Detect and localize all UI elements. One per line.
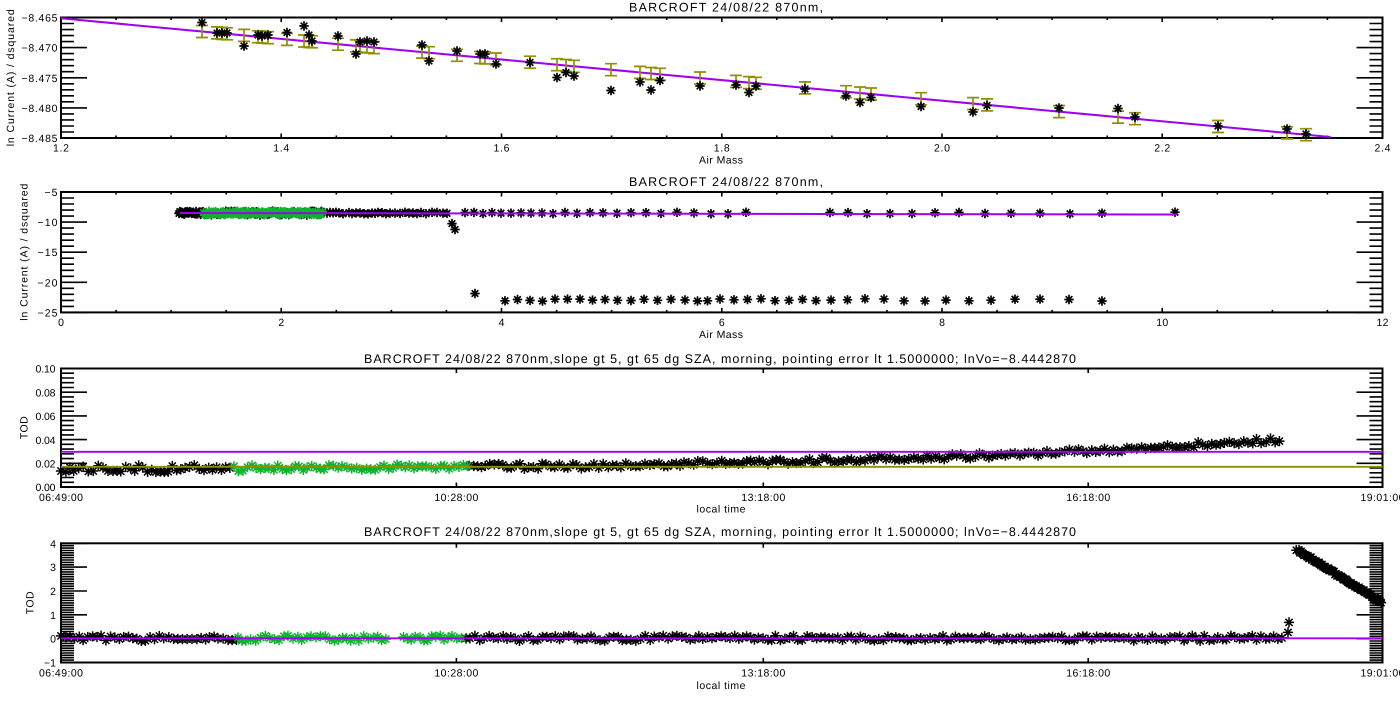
svg-text:ln Current (A) / dsquared: ln Current (A) / dsquared	[19, 184, 31, 321]
svg-text:0: 0	[50, 634, 56, 646]
svg-text:16:18:00: 16:18:00	[1066, 492, 1110, 504]
svg-text:0.08: 0.08	[36, 387, 56, 399]
svg-text:4: 4	[499, 317, 505, 329]
svg-text:BARCROFT 24/08/22 870nm,: BARCROFT 24/08/22 870nm,	[629, 1, 823, 15]
svg-text:2: 2	[278, 317, 284, 329]
svg-text:BARCROFT 24/08/22 870nm,: BARCROFT 24/08/22 870nm,	[629, 175, 823, 189]
svg-text:2.2: 2.2	[1154, 143, 1170, 155]
svg-text:3: 3	[50, 562, 56, 574]
svg-text:BARCROFT 24/08/22 870nm,slope: BARCROFT 24/08/22 870nm,slope gt 5, gt 6…	[364, 352, 1076, 366]
svg-text:1.8: 1.8	[714, 143, 730, 155]
svg-text:10:28:00: 10:28:00	[434, 668, 478, 680]
svg-text:−10: −10	[38, 217, 58, 229]
svg-text:−20: −20	[38, 277, 58, 289]
svg-text:16:18:00: 16:18:00	[1066, 668, 1110, 680]
svg-text:2: 2	[50, 586, 56, 598]
svg-text:−8.465: −8.465	[22, 13, 58, 25]
svg-text:Air Mass: Air Mass	[699, 155, 743, 167]
svg-text:13:18:00: 13:18:00	[741, 668, 785, 680]
svg-text:local time: local time	[697, 680, 746, 692]
svg-text:2.4: 2.4	[1375, 143, 1391, 155]
svg-text:ln Current (A) / dsquared: ln Current (A) / dsquared	[5, 9, 17, 146]
svg-text:19:01:00: 19:01:00	[1361, 492, 1400, 504]
svg-text:0.06: 0.06	[36, 411, 56, 423]
svg-text:−8.470: −8.470	[22, 43, 58, 55]
svg-text:TOD: TOD	[19, 416, 31, 439]
svg-text:1: 1	[50, 610, 56, 622]
svg-text:10: 10	[1156, 317, 1168, 329]
svg-text:4: 4	[50, 538, 56, 550]
svg-text:06:49:00: 06:49:00	[39, 492, 83, 504]
svg-text:TOD: TOD	[25, 591, 37, 614]
svg-text:1.6: 1.6	[494, 143, 510, 155]
svg-text:13:18:00: 13:18:00	[741, 492, 785, 504]
svg-text:local time: local time	[697, 504, 746, 516]
svg-text:0: 0	[58, 317, 64, 329]
svg-text:10:28:00: 10:28:00	[434, 492, 478, 504]
svg-text:8: 8	[939, 317, 945, 329]
svg-text:0.02: 0.02	[36, 459, 56, 471]
svg-text:6: 6	[719, 317, 725, 329]
svg-text:−5: −5	[45, 187, 58, 199]
svg-text:06:49:00: 06:49:00	[39, 668, 83, 680]
svg-text:BARCROFT 24/08/22 870nm,slope: BARCROFT 24/08/22 870nm,slope gt 5, gt 6…	[364, 525, 1076, 539]
svg-text:−8.475: −8.475	[22, 73, 58, 85]
svg-text:19:01:00: 19:01:00	[1361, 668, 1400, 680]
svg-text:0.04: 0.04	[36, 435, 56, 447]
svg-text:Air Mass: Air Mass	[699, 329, 743, 341]
svg-text:0.10: 0.10	[36, 364, 56, 376]
svg-text:−8.480: −8.480	[22, 103, 58, 115]
svg-text:−25: −25	[38, 307, 58, 319]
svg-text:1.4: 1.4	[273, 143, 289, 155]
svg-text:12: 12	[1377, 317, 1389, 329]
svg-text:1.2: 1.2	[53, 143, 69, 155]
svg-text:2.0: 2.0	[934, 143, 950, 155]
svg-text:−15: −15	[38, 247, 58, 259]
